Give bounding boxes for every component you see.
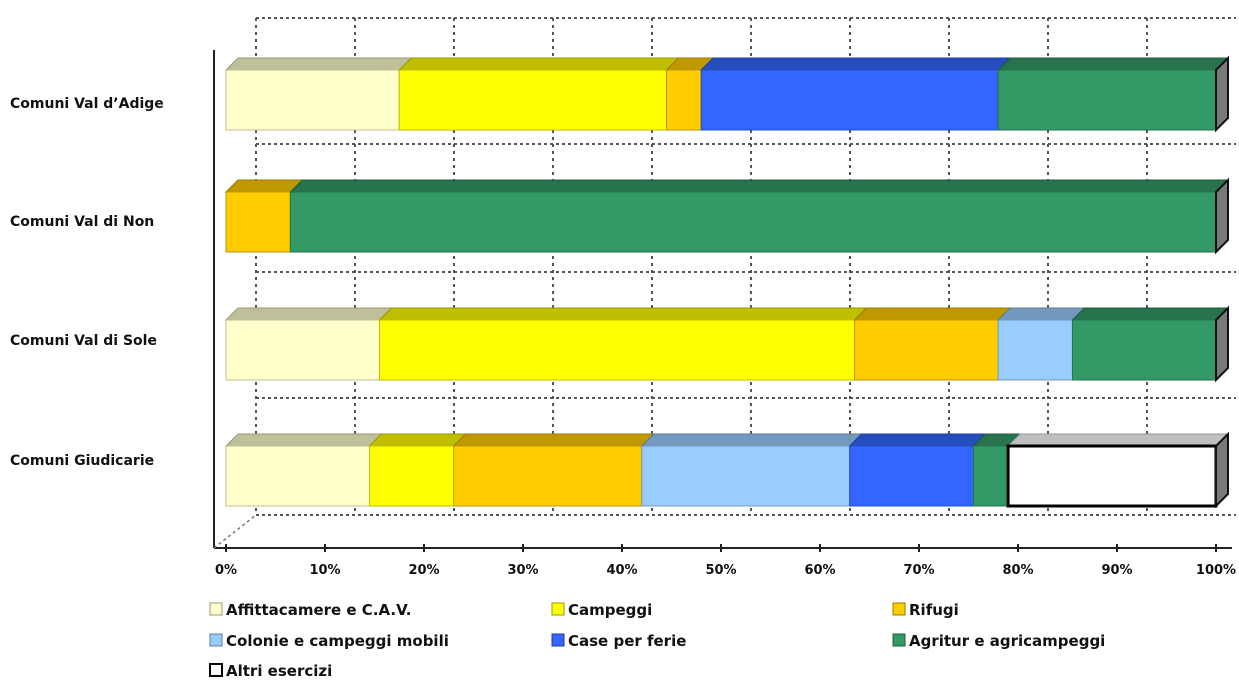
bar-end-cap (1215, 305, 1229, 383)
floor-depth-line (213, 514, 257, 549)
x-tick-label: 10% (309, 563, 340, 578)
category-label: Comuni Val d’Adige (10, 96, 164, 112)
bar-segment-top (289, 179, 1230, 193)
legend-label: Rifugi (909, 601, 959, 619)
x-tick-label: 90% (1101, 563, 1132, 578)
bar-segment (225, 69, 400, 131)
bar-segment-top (224, 57, 413, 71)
bar-segment-top (452, 433, 656, 447)
legend-swatch (209, 633, 223, 647)
bar-segment-top (996, 307, 1086, 321)
legend-swatch (209, 602, 223, 616)
bar-segment-top (699, 57, 1012, 71)
bar-segment (997, 319, 1073, 381)
x-tick-label: 0% (215, 563, 237, 578)
bar-end-cap (1215, 431, 1229, 509)
legend: Affittacamere e C.A.V. Campeggi Rifugi Colo… (209, 601, 1105, 680)
bar-segment-top (848, 433, 987, 447)
legend-swatch (892, 633, 906, 647)
legend-swatch (551, 633, 565, 647)
x-tick-label: 30% (507, 563, 538, 578)
bars (224, 55, 1230, 509)
bar-segment (972, 445, 1009, 507)
legend-swatch (892, 602, 906, 616)
bar-segment-top (996, 57, 1230, 71)
legend-label: Affittacamere e C.A.V. (226, 601, 411, 619)
legend-swatch (551, 602, 565, 616)
axes: 0% 10% 20% 30% 40% 50% 60% 70% 80% 90% 100% Comuni … (10, 50, 1236, 578)
bar-segment (369, 445, 455, 507)
bar-segment (225, 445, 371, 507)
x-tick-label: 40% (606, 563, 637, 578)
legend-label: Case per ferie (568, 632, 686, 650)
bar-segment (854, 319, 999, 381)
bar-segment-top (224, 179, 304, 193)
x-tick-label: 20% (408, 563, 439, 578)
bar-segment-top (368, 433, 467, 447)
bar-segment-top (398, 57, 680, 71)
bar-segment (453, 445, 643, 507)
bar-segment-top (853, 307, 1012, 321)
x-tick-label: 50% (705, 563, 736, 578)
bar-segment-top (640, 433, 863, 447)
bar-segment (641, 445, 851, 507)
x-tick-label: 80% (1002, 563, 1033, 578)
bar-end-cap (1215, 55, 1229, 133)
bar-segment (666, 69, 702, 131)
bar-segment-top (1006, 433, 1230, 447)
bar-segment-top (224, 433, 383, 447)
x-tick-label: 70% (903, 563, 934, 578)
bar-segment (398, 69, 668, 131)
bar-segment (1006, 444, 1218, 508)
bar-end-cap (1215, 177, 1229, 255)
category-label: Comuni Giudicarie (10, 453, 154, 469)
bar-segment (289, 191, 1217, 253)
legend-label: Campeggi (568, 601, 652, 619)
category-label: Comuni Val di Sole (10, 333, 157, 349)
x-tick-label: 100% (1196, 563, 1236, 578)
bar-segment (700, 69, 999, 131)
bar-segment (225, 319, 380, 381)
bar-segment (378, 319, 856, 381)
bar-segment (997, 69, 1217, 131)
bar-segment-top (378, 307, 868, 321)
bar-segment-top (1071, 307, 1230, 321)
bar-segment-top (224, 307, 393, 321)
category-label: Comuni Val di Non (10, 214, 154, 230)
legend-swatch (209, 663, 223, 677)
legend-label: Colonie e campeggi mobili (226, 632, 449, 650)
legend-label: Altri esercizi (226, 662, 332, 680)
bar-segment (225, 191, 291, 253)
bar-segment (1071, 319, 1217, 381)
grid (255, 17, 1236, 516)
legend-label: Agritur e agricampeggi (909, 632, 1105, 650)
x-tick-label: 60% (804, 563, 835, 578)
bar-segment (849, 445, 974, 507)
